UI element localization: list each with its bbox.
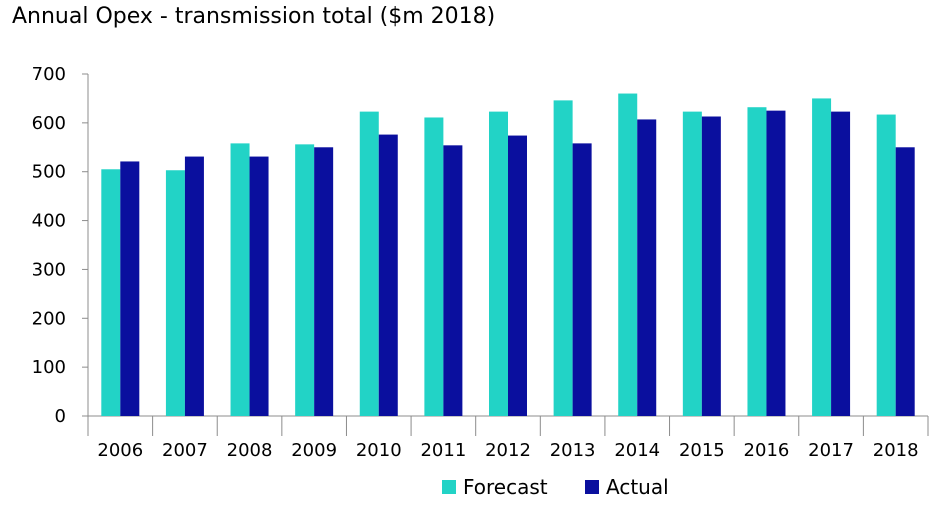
x-tick-label: 2009 (291, 440, 337, 461)
legend-label-actual: Actual (606, 475, 669, 499)
bar-actual-2006 (120, 161, 140, 416)
bar-actual-2007 (184, 156, 204, 416)
bar-forecast-2014 (618, 93, 638, 417)
y-tick-label: 100 (32, 357, 66, 378)
bar-actual-2017 (831, 111, 851, 417)
y-tick-label: 300 (32, 259, 66, 280)
bar-actual-2009 (314, 147, 334, 417)
y-tick-label: 0 (55, 406, 66, 427)
bar-actual-2018 (895, 147, 915, 417)
bar-forecast-2015 (682, 111, 702, 417)
x-tick-label: 2015 (679, 440, 725, 461)
chart-axes: 0 100 200 300 400 500 600 700 2006 2007 2008 2009 20… (32, 64, 929, 461)
x-tick-label: 2018 (873, 440, 919, 461)
x-tick-label: 2014 (614, 440, 660, 461)
bar-actual-2014 (637, 119, 657, 417)
chart-bars (101, 93, 915, 417)
chart-legend: Forecast Actual (442, 475, 669, 499)
legend-swatch-actual (585, 480, 599, 494)
bar-forecast-2012 (489, 111, 508, 417)
x-tick-label: 2011 (420, 440, 466, 461)
bar-forecast-2009 (295, 144, 315, 416)
x-tick-label: 2007 (162, 440, 208, 461)
y-tick-label: 200 (32, 308, 66, 329)
x-tick-label: 2012 (485, 440, 531, 461)
bar-actual-2013 (572, 143, 592, 416)
bar-forecast-2018 (876, 114, 896, 417)
x-tick-label: 2008 (227, 440, 273, 461)
bar-forecast-2006 (101, 169, 121, 416)
x-tick-label: 2010 (356, 440, 402, 461)
x-tick-label: 2006 (97, 440, 143, 461)
bar-forecast-2016 (747, 107, 767, 417)
bar-forecast-2013 (553, 100, 573, 416)
y-tick-label: 400 (32, 211, 66, 232)
bar-actual-2015 (701, 116, 721, 417)
y-tick-label: 600 (32, 113, 66, 134)
legend-swatch-forecast (442, 480, 456, 494)
bar-forecast-2007 (165, 170, 185, 416)
bar-actual-2010 (378, 134, 398, 416)
legend-label-forecast: Forecast (463, 475, 548, 499)
bar-forecast-2010 (359, 111, 379, 417)
bar-actual-2016 (766, 110, 786, 417)
x-tick-label: 2016 (744, 440, 790, 461)
x-tick-label: 2013 (550, 440, 596, 461)
bar-actual-2012 (508, 135, 527, 416)
bar-actual-2008 (249, 156, 269, 416)
y-tick-label: 700 (32, 64, 66, 85)
bar-forecast-2011 (424, 117, 444, 417)
chart-title: Annual Opex - transmission total ($m 201… (12, 4, 496, 29)
x-tick-label: 2017 (808, 440, 854, 461)
y-tick-label: 500 (32, 162, 66, 183)
bar-forecast-2017 (812, 98, 832, 416)
bar-forecast-2008 (230, 143, 250, 416)
bar-actual-2011 (443, 145, 463, 416)
